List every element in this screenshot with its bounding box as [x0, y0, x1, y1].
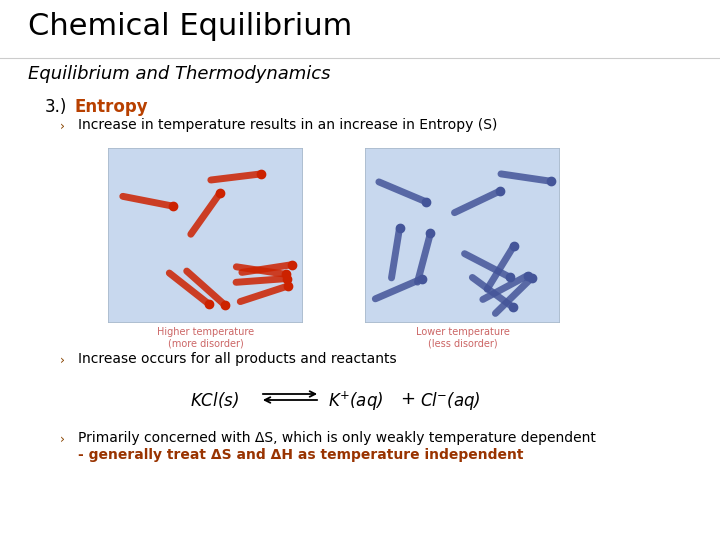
Text: Equilibrium and Thermodynamics: Equilibrium and Thermodynamics [28, 65, 330, 83]
Text: +: + [400, 390, 415, 408]
Text: Chemical Equilibrium: Chemical Equilibrium [28, 12, 352, 41]
Text: K$^{+}$($aq$): K$^{+}$($aq$) [328, 390, 383, 413]
Text: Entropy: Entropy [75, 98, 148, 116]
Text: KCl($s$): KCl($s$) [190, 390, 239, 410]
Text: ›: › [60, 433, 65, 446]
Text: 3.): 3.) [45, 98, 68, 116]
Text: - generally treat ΔS and ΔH as temperature independent: - generally treat ΔS and ΔH as temperatu… [78, 448, 523, 462]
Text: Higher temperature
(more disorder): Higher temperature (more disorder) [157, 327, 254, 349]
FancyBboxPatch shape [108, 148, 303, 323]
Text: ›: › [60, 120, 65, 133]
Text: Lower temperature
(less disorder): Lower temperature (less disorder) [415, 327, 510, 349]
Text: Primarily concerned with ΔS, which is only weakly temperature dependent: Primarily concerned with ΔS, which is on… [78, 431, 596, 445]
Text: ›: › [60, 354, 65, 367]
Text: Increase occurs for all products and reactants: Increase occurs for all products and rea… [78, 352, 397, 366]
FancyBboxPatch shape [365, 148, 560, 323]
Text: Cl$^{-}$($aq$): Cl$^{-}$($aq$) [420, 390, 481, 412]
Text: Increase in temperature results in an increase in Entropy (S): Increase in temperature results in an in… [78, 118, 498, 132]
